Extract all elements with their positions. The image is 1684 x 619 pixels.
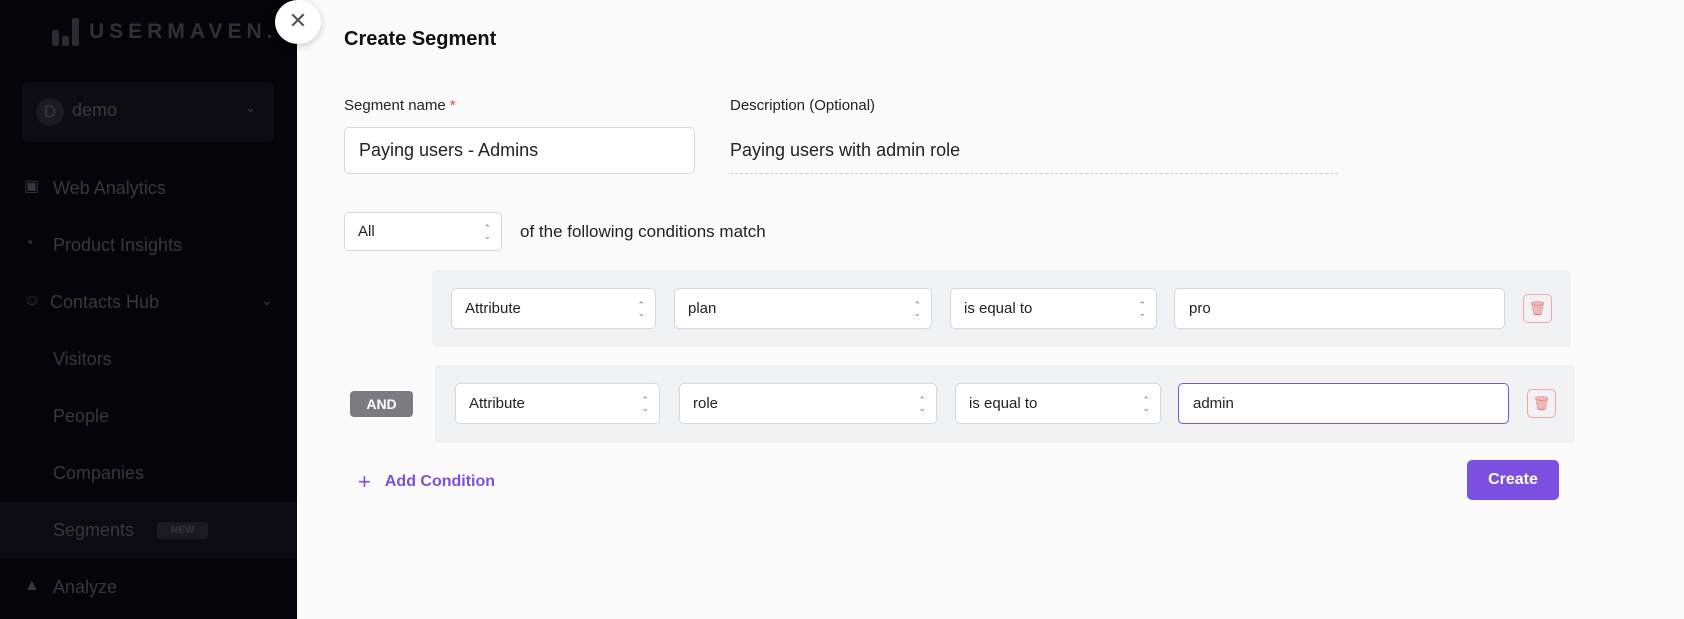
- trash-icon: 🗑: [1528, 300, 1547, 316]
- brand-name: USERMAVEN.: [89, 20, 278, 43]
- add-condition-button[interactable]: + Add Condition: [358, 469, 495, 495]
- sidebar-item-visitors[interactable]: Visitors: [0, 331, 297, 388]
- sidebar: USERMAVEN. D demo ⌄ ▣ Web Analytics ◔ Pr…: [0, 0, 297, 619]
- chevron-updown-icon: ⌃ ⌄: [483, 222, 491, 241]
- pie-chart-icon: ◔: [24, 235, 34, 252]
- condition-value-input[interactable]: pro: [1174, 288, 1505, 329]
- trash-icon: 🗑: [1532, 395, 1551, 411]
- sidebar-item-companies[interactable]: Companies: [0, 445, 297, 502]
- segment-name-input[interactable]: Paying users - Admins: [344, 127, 695, 174]
- select-value: Attribute: [465, 300, 521, 317]
- chevron-updown-icon: ⌃ ⌄: [1138, 299, 1146, 318]
- chevron-down-icon: ⌄: [261, 292, 273, 308]
- logo-icon: [52, 18, 79, 46]
- select-value: Attribute: [469, 395, 525, 412]
- area-chart-icon: ▲: [24, 577, 40, 594]
- and-connector-badge: AND: [350, 391, 413, 417]
- page-title: Create Segment: [344, 28, 497, 50]
- select-value: is equal to: [969, 395, 1038, 412]
- close-icon: ✕: [288, 8, 308, 33]
- input-value: Paying users with admin role: [730, 140, 961, 160]
- condition-type-select[interactable]: Attribute ⌃ ⌄: [451, 288, 656, 329]
- condition-row: Attribute ⌃ ⌄ role ⌃ ⌄ is equal to ⌃ ⌄ admin 🗑: [435, 365, 1575, 443]
- select-value: is equal to: [964, 300, 1033, 317]
- plus-icon: +: [358, 469, 371, 494]
- sidebar-item-label: Web Analytics: [53, 178, 166, 198]
- select-value: role: [693, 395, 719, 412]
- input-value: admin: [1193, 395, 1234, 412]
- sidebar-item-label: Product Insights: [53, 235, 183, 255]
- sidebar-item-label: People: [53, 406, 110, 426]
- select-value: All: [358, 223, 375, 240]
- delete-condition-button[interactable]: 🗑: [1523, 294, 1552, 323]
- close-button[interactable]: ✕: [275, 0, 321, 44]
- select-value: plan: [688, 300, 717, 317]
- chevron-down-icon: ⌄: [245, 100, 256, 115]
- sidebar-item-label: Companies: [53, 463, 145, 483]
- sidebar-item-contacts-hub[interactable]: ☺ Contacts Hub ⌄: [0, 274, 297, 331]
- chevron-updown-icon: ⌃ ⌄: [913, 299, 921, 318]
- chevron-updown-icon: ⌃ ⌄: [641, 394, 649, 413]
- workspace-name: demo: [72, 100, 118, 120]
- delete-condition-button[interactable]: 🗑: [1527, 389, 1556, 418]
- user-icon: ☺: [24, 292, 41, 309]
- create-button[interactable]: Create: [1467, 460, 1559, 500]
- sidebar-item-web-analytics[interactable]: ▣ Web Analytics: [0, 160, 297, 217]
- logo: USERMAVEN.: [52, 18, 277, 46]
- segment-name-label: Segment name *: [344, 97, 456, 114]
- condition-operator-select[interactable]: is equal to ⌃ ⌄: [950, 288, 1157, 329]
- condition-value-input[interactable]: admin: [1178, 383, 1509, 424]
- new-badge: NEW: [157, 522, 209, 539]
- chevron-updown-icon: ⌃ ⌄: [1142, 394, 1150, 413]
- sidebar-item-segments[interactable]: Segments NEW: [0, 502, 297, 559]
- button-label: Add Condition: [384, 473, 496, 490]
- condition-property-select[interactable]: role ⌃ ⌄: [679, 383, 937, 424]
- chevron-updown-icon: ⌃ ⌄: [918, 394, 926, 413]
- sidebar-item-analyze[interactable]: ▲ Analyze: [0, 559, 297, 616]
- sidebar-item-label: Analyze: [53, 577, 118, 597]
- input-value: pro: [1189, 300, 1211, 317]
- condition-property-select[interactable]: plan ⌃ ⌄: [674, 288, 932, 329]
- sidebar-item-label: Contacts Hub: [50, 292, 160, 312]
- input-value: Paying users - Admins: [359, 140, 539, 160]
- browser-icon: ▣: [24, 178, 40, 195]
- workspace-avatar: D: [36, 98, 64, 126]
- match-select[interactable]: All ⌃ ⌄: [344, 212, 502, 251]
- match-text: of the following conditions match: [520, 222, 766, 241]
- workspace-selector[interactable]: D demo ⌄: [22, 82, 274, 142]
- description-input[interactable]: Paying users with admin role: [730, 128, 1338, 174]
- label-text: Segment name: [344, 97, 446, 114]
- sidebar-item-label: Visitors: [53, 349, 112, 369]
- condition-type-select[interactable]: Attribute ⌃ ⌄: [455, 383, 660, 424]
- condition-row: Attribute ⌃ ⌄ plan ⌃ ⌄ is equal to ⌃ ⌄ pro 🗑: [432, 270, 1571, 347]
- description-label: Description (Optional): [730, 97, 876, 114]
- condition-operator-select[interactable]: is equal to ⌃ ⌄: [955, 383, 1161, 424]
- sidebar-item-product-insights[interactable]: ◔ Product Insights: [0, 217, 297, 274]
- required-mark: *: [449, 97, 456, 114]
- sidebar-item-label: Segments: [53, 520, 135, 540]
- chevron-updown-icon: ⌃ ⌄: [637, 299, 645, 318]
- sidebar-item-people[interactable]: People: [0, 388, 297, 445]
